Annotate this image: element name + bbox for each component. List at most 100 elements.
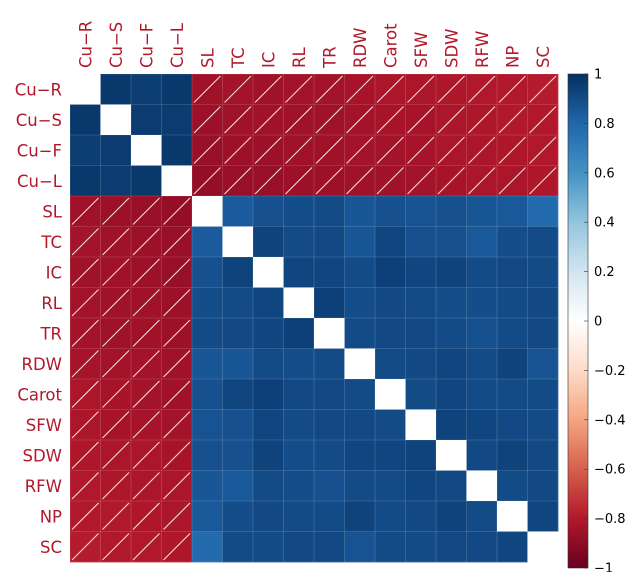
hatch-line [315,167,343,195]
hatch-line [285,106,313,134]
row-label: TR [39,324,62,343]
hatch-line [71,228,99,256]
heatmap-cell [253,470,284,502]
hatch-line [132,289,160,317]
colorbar-tick-label: −1 [594,562,613,572]
hatch-line [254,75,282,103]
heatmap-cell [131,165,162,197]
hatch-line [407,167,435,195]
heatmap-cell [527,196,559,227]
heatmap-cell [436,196,467,227]
hatch-line [376,106,404,134]
heatmap-cell [405,257,437,288]
heatmap-cell [527,348,559,380]
hatch-line [132,502,160,530]
hatch-line [346,75,374,103]
row-label: Carot [17,385,62,404]
heatmap-cell [253,257,284,288]
heatmap-cell [466,501,498,532]
heatmap-cell [192,348,223,380]
heatmap-cell [253,379,284,410]
hatch-line [71,350,99,378]
heatmap-cell [344,318,376,349]
hatch-line [71,472,99,500]
heatmap-cell [527,440,559,471]
heatmap-cell [466,409,498,441]
heatmap-cell [466,379,498,410]
heatmap-cell [375,196,406,227]
heatmap-cell [253,287,284,319]
column-label: RFW [473,31,492,68]
row-label: TC [40,233,62,252]
heatmap-cell [527,409,559,441]
column-label: Cu−S [107,22,126,68]
heatmap-cell [222,287,254,319]
hatch-line [132,533,160,561]
hatch-line [437,167,465,195]
heatmap-cell [161,135,193,166]
heatmap-cell [405,196,437,227]
hatch-line [468,136,496,164]
heatmap-cell [192,196,223,227]
column-label: Cu−R [76,21,95,68]
heatmap-cell [405,287,437,319]
hatch-line [132,319,160,347]
row-label: Cu−R [15,80,62,99]
heatmap-cell [283,348,315,380]
heatmap-cell [283,226,315,258]
heatmap-cell [497,257,528,288]
heatmap-cell [405,470,437,502]
heatmap-cell [375,379,406,410]
heatmap-cell [283,501,315,532]
heatmap-cell [314,348,345,380]
heatmap-cell [436,257,467,288]
heatmap-cell [222,531,254,563]
heatmap-cell [283,531,315,563]
heatmap-cell [131,74,162,105]
hatch-line [376,167,404,195]
row-label: SC [40,538,62,557]
colorbar-tick-label: 1 [594,68,602,83]
heatmap-cell [497,318,528,349]
hatch-line [498,167,526,195]
hatch-line [102,441,130,469]
heatmap-cell [405,348,437,380]
column-label: Carot [381,23,400,68]
heatmap-cell [344,348,376,380]
heatmap-cell [344,379,376,410]
hatch-line [437,106,465,134]
column-label: IC [259,52,278,68]
column-labels: Cu−R Cu−S Cu−F Cu−L SL TC IC RL TR RDW Carot SFW SDW… [76,21,553,69]
heatmap-cell [405,318,437,349]
heatmap-cell [314,409,345,441]
hatch-line [71,258,99,286]
hatch-line [346,106,374,134]
heatmap-cell [222,196,254,227]
heatmap-cell [131,104,162,136]
heatmap-cell [405,226,437,258]
heatmap-cell [436,318,467,349]
heatmap-cell [222,379,254,410]
colorbar-tick-label: 0.4 [594,216,615,231]
hatch-line [285,167,313,195]
heatmap-cell [344,531,376,563]
row-label: Cu−S [16,111,62,130]
hatch-line [102,319,130,347]
heatmap-cell [344,196,376,227]
heatmap-cell [436,440,467,471]
hatch-line [71,533,99,561]
colorbar-tick-label: 0.2 [594,265,615,280]
heatmap-cell [497,287,528,319]
hatch-line [407,106,435,134]
heatmap-cell [314,257,345,288]
hatch-line [407,75,435,103]
heatmap-cell [222,409,254,441]
heatmap-cell [192,287,223,319]
colorbar-tick-label: −0.4 [594,413,626,428]
hatch-line [498,75,526,103]
heatmap-cell [161,165,193,197]
hatch-line [193,106,221,134]
heatmap-cell [192,531,223,563]
heatmap-cell [222,348,254,380]
heatmap-cell [436,470,467,502]
